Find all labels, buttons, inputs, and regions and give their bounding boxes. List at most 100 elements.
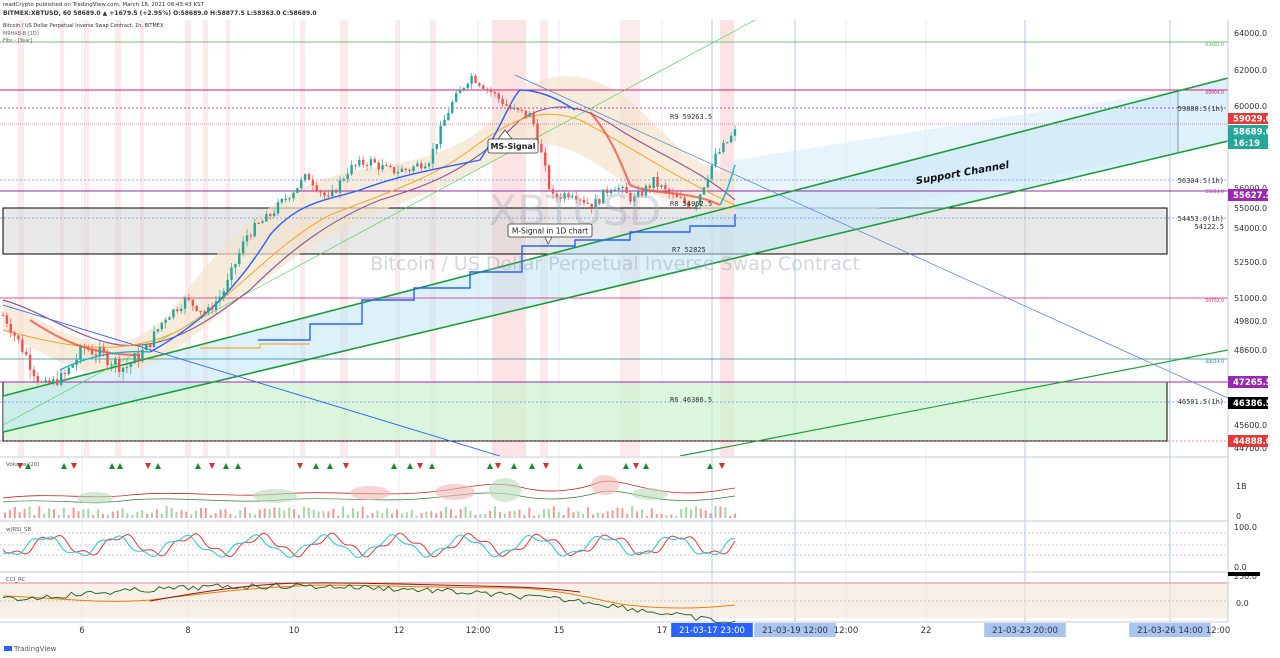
volume-signal-marker: [235, 463, 241, 469]
volume-bar: [636, 511, 639, 518]
indicator-line-1[interactable]: M9HAB-B [1D]: [3, 31, 39, 37]
candle-body: [40, 381, 43, 383]
volume-bar: [209, 515, 212, 518]
tradingview-brand[interactable]: TradingView: [4, 645, 56, 653]
candle-body: [303, 174, 307, 180]
candle-body: [191, 299, 194, 306]
candle-body: [671, 193, 675, 195]
volume-bar: [185, 511, 188, 518]
volume-bar: [106, 514, 109, 518]
candle-body: [59, 372, 63, 385]
volume-bar: [464, 506, 467, 518]
candle-body: [439, 125, 442, 144]
candle-body: [148, 344, 152, 347]
volume-bar: [160, 513, 163, 518]
candle-body: [582, 199, 586, 203]
candle-body: [609, 189, 613, 194]
candle-body: [67, 367, 71, 375]
label-r9: R9 59263.5: [670, 113, 712, 121]
volume-signal-marker: [109, 463, 115, 469]
ma-orange: [2, 113, 736, 348]
volume-bar: [547, 508, 550, 518]
candle-body: [234, 264, 237, 268]
candle-body: [408, 169, 411, 172]
candle-body: [241, 241, 245, 254]
volume-bar: [312, 509, 315, 518]
candle-body: [52, 379, 55, 384]
candle-body: [532, 113, 535, 124]
candle-body: [524, 110, 528, 117]
fib-levels: [0, 41, 1228, 442]
ms-signal-annotation[interactable]: MS-Signal: [487, 129, 539, 154]
label-r7: R7 52825: [672, 246, 706, 254]
candle-body: [509, 105, 512, 110]
vertical-grid: [81, 20, 927, 622]
label-54453: 54453.0(1h): [1178, 215, 1224, 223]
fib-tags: 63482.0 60904.0 55614.0 50752.0 48014.0: [1205, 42, 1224, 365]
candle-body: [470, 75, 473, 84]
volume-bar: [611, 510, 614, 518]
volume-signal-marker: [223, 463, 229, 469]
volume-bar: [82, 509, 85, 518]
time-axis-label: 21-03-19 12:00: [762, 626, 828, 636]
candle-body: [373, 159, 377, 163]
volume-bar: [459, 509, 462, 518]
candle-body: [9, 323, 12, 333]
candle-body: [528, 113, 531, 117]
candle-body: [710, 165, 713, 179]
candle-body: [586, 202, 590, 204]
volume-bar: [567, 507, 570, 518]
volume-signal-marker: [407, 463, 413, 469]
candle-body: [493, 91, 497, 94]
volume-bar: [675, 515, 678, 518]
volume-signal-marker: [61, 463, 67, 469]
orange-step-line: [200, 343, 310, 349]
volume-bar: [699, 508, 702, 518]
rsi-axis-0: 0.0: [1234, 563, 1247, 572]
candle-body: [32, 369, 36, 377]
label-r8: R8 54962.5: [670, 200, 712, 208]
candle-body: [400, 168, 404, 172]
candle-body: [485, 88, 489, 90]
volume-bar: [8, 510, 11, 518]
volume-bar: [351, 508, 354, 518]
volume-bar: [616, 507, 619, 518]
symbol-line: BITMEX:XBTUSD, 60 58689.0 ▲ +1679.5 (+2.…: [3, 10, 317, 17]
price-axis-tick: 44700.0: [1234, 444, 1267, 453]
volume-bar: [111, 511, 114, 518]
indicator-line-2[interactable]: Fibs - [Year]: [3, 38, 33, 44]
candle-body: [319, 190, 322, 193]
watermark-description: Bitcoin / US Dollar Perpetual Inverse Sw…: [370, 253, 860, 275]
m-signal-line: [258, 214, 736, 341]
candle-body: [257, 222, 260, 224]
m-signal-annotation[interactable]: M-Signal in 1D chart: [507, 223, 593, 245]
time-axis[interactable]: 6 8 10 12 12:00 15 17 21-03-17 23:00 21-03-19 12…: [79, 623, 1230, 637]
volume-signal-marker: [511, 463, 517, 469]
candle-body: [435, 143, 438, 150]
volume-signal-marker: [17, 463, 23, 469]
ma-red: [29, 111, 721, 357]
volume-bar: [53, 509, 55, 518]
volume-bar: [562, 514, 565, 518]
volume-bar: [23, 508, 26, 518]
candle-body: [698, 194, 702, 205]
time-axis-label: 8: [185, 626, 190, 636]
candle-body: [594, 199, 597, 209]
volume-bar: [116, 510, 119, 518]
badge-46386: 46386.5: [1233, 399, 1272, 409]
time-axis-label: 21-03-17 23:00: [679, 626, 745, 636]
candle-body: [458, 89, 462, 94]
volume-bar: [645, 515, 648, 518]
volume-bar: [694, 506, 697, 518]
price-axis-tick: 48600.0: [1234, 346, 1267, 355]
volume-bar: [484, 514, 487, 518]
volume-bar: [293, 508, 296, 518]
volume-bar: [170, 507, 173, 518]
candle-body: [350, 164, 353, 175]
candle-body: [152, 331, 156, 347]
candle-body: [176, 309, 179, 312]
time-axis-label: 15: [554, 626, 565, 636]
candle-body: [714, 153, 717, 166]
candle-body: [292, 192, 295, 199]
